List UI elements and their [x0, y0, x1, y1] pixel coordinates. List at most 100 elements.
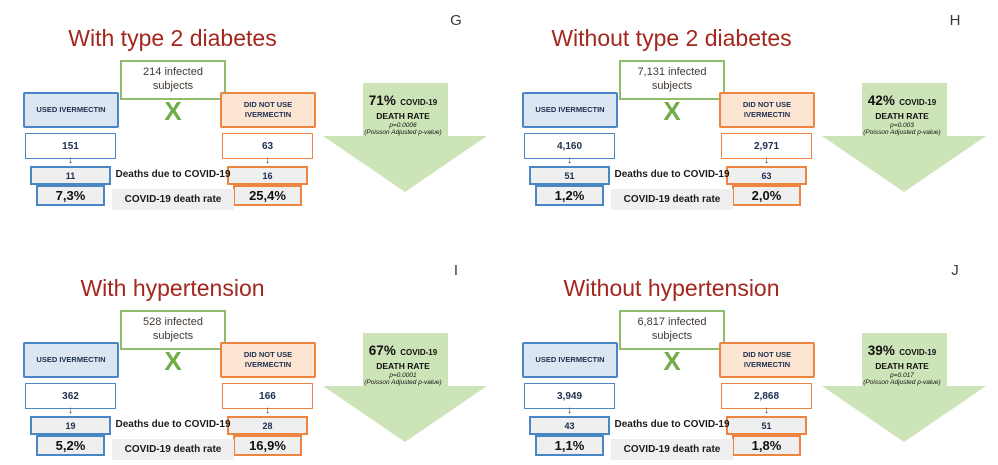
- arrow-death-rate-label: DEATH RATE: [875, 111, 929, 121]
- down-arrow-icon: ↓: [764, 405, 769, 416]
- used-deaths-box: 11: [30, 166, 111, 185]
- arrow-covid-label: COVID-19: [899, 348, 937, 357]
- x-mark: X: [164, 96, 182, 126]
- deaths-flow-label: Deaths due to COVID-19: [614, 419, 730, 430]
- did-not-use-ivermectin-header: DID NOT USE IVERMECTIN: [220, 342, 316, 378]
- panel-title: Without hypertension: [563, 275, 780, 301]
- down-arrow-icon: ↓: [567, 155, 572, 166]
- deaths-flow-label: Deaths due to COVID-19: [115, 169, 231, 180]
- reduction-arrow-icon: [323, 83, 487, 192]
- arrow-pvalue: p=0.0001: [389, 372, 417, 379]
- infected-subjects-text: 6,817 infected subjects: [637, 316, 707, 342]
- not-used-deaths-box: 28: [227, 416, 308, 435]
- arrow-covid-label: COVID-19: [400, 98, 438, 107]
- reduction-arrow-icon: [822, 83, 986, 192]
- used-rate-box: 1,2%: [535, 185, 604, 206]
- not-used-total-box: 63: [222, 133, 313, 159]
- panel-title: With hypertension: [80, 275, 265, 301]
- not-used-rate-box: 1,8%: [732, 435, 801, 456]
- infected-subjects-box: 214 infected subjects: [120, 60, 226, 100]
- arrow-covid-label: COVID-19: [899, 98, 937, 107]
- panel-j: Without hypertension 6,817 infected subj…: [499, 232, 998, 465]
- panel-g-inner: With type 2 diabetes 214 infected subjec…: [0, 0, 499, 232]
- arrow-death-rate-label: DEATH RATE: [875, 361, 929, 371]
- used-total-box: 362: [25, 383, 116, 409]
- did-not-use-ivermectin-label: DID NOT USE IVERMECTIN: [742, 99, 792, 120]
- arrow-pvalue: p=0.017: [890, 372, 914, 379]
- reduction-arrow-text: 67% COVID-19 DEATH RATE p=0.0001 (Poisso…: [345, 342, 461, 387]
- used-ivermectin-header: USED IVERMECTIN: [522, 342, 618, 378]
- x-mark: X: [164, 346, 182, 376]
- reduction-arrow-text: 42% COVID-19 DEATH RATE p=0.003 (Poisson…: [844, 92, 960, 137]
- used-deaths-box: 19: [30, 416, 111, 435]
- used-total-box: 3,949: [524, 383, 615, 409]
- not-used-deaths-box: 16: [227, 166, 308, 185]
- down-arrow-icon: ↓: [567, 405, 572, 416]
- panel-letter: I: [453, 262, 459, 279]
- did-not-use-ivermectin-header: DID NOT USE IVERMECTIN: [220, 92, 316, 128]
- rate-flow-label: COVID-19 death rate: [112, 189, 234, 210]
- panel-letter: H: [949, 12, 961, 29]
- rate-flow-label: COVID-19 death rate: [611, 439, 733, 460]
- reduction-percent: 42%: [867, 93, 895, 108]
- reduction-percent: 39%: [867, 343, 895, 358]
- not-used-total-box: 2,971: [721, 133, 812, 159]
- panel-j-inner: Without hypertension 6,817 infected subj…: [499, 250, 998, 465]
- not-used-deaths-box: 63: [726, 166, 807, 185]
- x-mark: X: [663, 96, 681, 126]
- used-ivermectin-label: USED IVERMECTIN: [535, 354, 605, 364]
- arrow-pvalue: p=0.003: [890, 122, 914, 129]
- used-total-box: 151: [25, 133, 116, 159]
- arrow-pvalue-note: (Poisson Adjusted p-value): [364, 379, 442, 386]
- infected-subjects-box: 528 infected subjects: [120, 310, 226, 350]
- x-mark: X: [663, 346, 681, 376]
- panel-letter: G: [450, 12, 462, 29]
- did-not-use-ivermectin-label: DID NOT USE IVERMECTIN: [243, 349, 293, 370]
- used-rate-box: 7,3%: [36, 185, 105, 206]
- used-ivermectin-label: USED IVERMECTIN: [36, 104, 106, 114]
- reduction-arrow-text: 71% COVID-19 DEATH RATE p=0.0006 (Poisso…: [345, 92, 461, 137]
- deaths-flow-label: Deaths due to COVID-19: [115, 419, 231, 430]
- not-used-rate-box: 16,9%: [233, 435, 302, 456]
- not-used-total-box: 166: [222, 383, 313, 409]
- panel-h: Without type 2 diabetes 7,131 infected s…: [499, 0, 998, 232]
- panel-h-inner: Without type 2 diabetes 7,131 infected s…: [499, 0, 998, 232]
- not-used-total-box: 2,868: [721, 383, 812, 409]
- not-used-rate-box: 25,4%: [233, 185, 302, 206]
- arrow-pvalue: p=0.0006: [389, 122, 417, 129]
- used-ivermectin-header: USED IVERMECTIN: [23, 342, 119, 378]
- did-not-use-ivermectin-header: DID NOT USE IVERMECTIN: [719, 92, 815, 128]
- reduction-percent: 71%: [368, 93, 396, 108]
- down-arrow-icon: ↓: [68, 155, 73, 166]
- deaths-flow-label: Deaths due to COVID-19: [614, 169, 730, 180]
- panel-i-inner: With hypertension 528 infected subjects …: [0, 250, 499, 465]
- used-deaths-box: 43: [529, 416, 610, 435]
- arrow-death-rate-label: DEATH RATE: [376, 361, 430, 371]
- down-arrow-icon: ↓: [764, 155, 769, 166]
- infected-subjects-box: 6,817 infected subjects: [619, 310, 725, 350]
- used-total-box: 4,160: [524, 133, 615, 159]
- arrow-covid-label: COVID-19: [400, 348, 438, 357]
- down-arrow-icon: ↓: [68, 405, 73, 416]
- down-arrow-icon: ↓: [265, 155, 270, 166]
- used-ivermectin-header: USED IVERMECTIN: [522, 92, 618, 128]
- rate-flow-label: COVID-19 death rate: [611, 189, 733, 210]
- used-rate-box: 1,1%: [535, 435, 604, 456]
- arrow-pvalue-note: (Poisson Adjusted p-value): [364, 129, 442, 136]
- infected-subjects-box: 7,131 infected subjects: [619, 60, 725, 100]
- did-not-use-ivermectin-label: DID NOT USE IVERMECTIN: [742, 349, 792, 370]
- reduction-arrow-icon: [822, 333, 986, 442]
- down-arrow-icon: ↓: [265, 405, 270, 416]
- did-not-use-ivermectin-label: DID NOT USE IVERMECTIN: [243, 99, 293, 120]
- panel-g: With type 2 diabetes 214 infected subjec…: [0, 0, 499, 232]
- reduction-percent: 67%: [368, 343, 396, 358]
- panel-letter: J: [951, 262, 959, 279]
- arrow-pvalue-note: (Poisson Adjusted p-value): [863, 379, 941, 386]
- reduction-arrow-text: 39% COVID-19 DEATH RATE p=0.017 (Poisson…: [844, 342, 960, 387]
- panel-title: Without type 2 diabetes: [551, 25, 792, 51]
- did-not-use-ivermectin-header: DID NOT USE IVERMECTIN: [719, 342, 815, 378]
- used-ivermectin-label: USED IVERMECTIN: [535, 104, 605, 114]
- used-ivermectin-label: USED IVERMECTIN: [36, 354, 106, 364]
- used-rate-box: 5,2%: [36, 435, 105, 456]
- not-used-deaths-box: 51: [726, 416, 807, 435]
